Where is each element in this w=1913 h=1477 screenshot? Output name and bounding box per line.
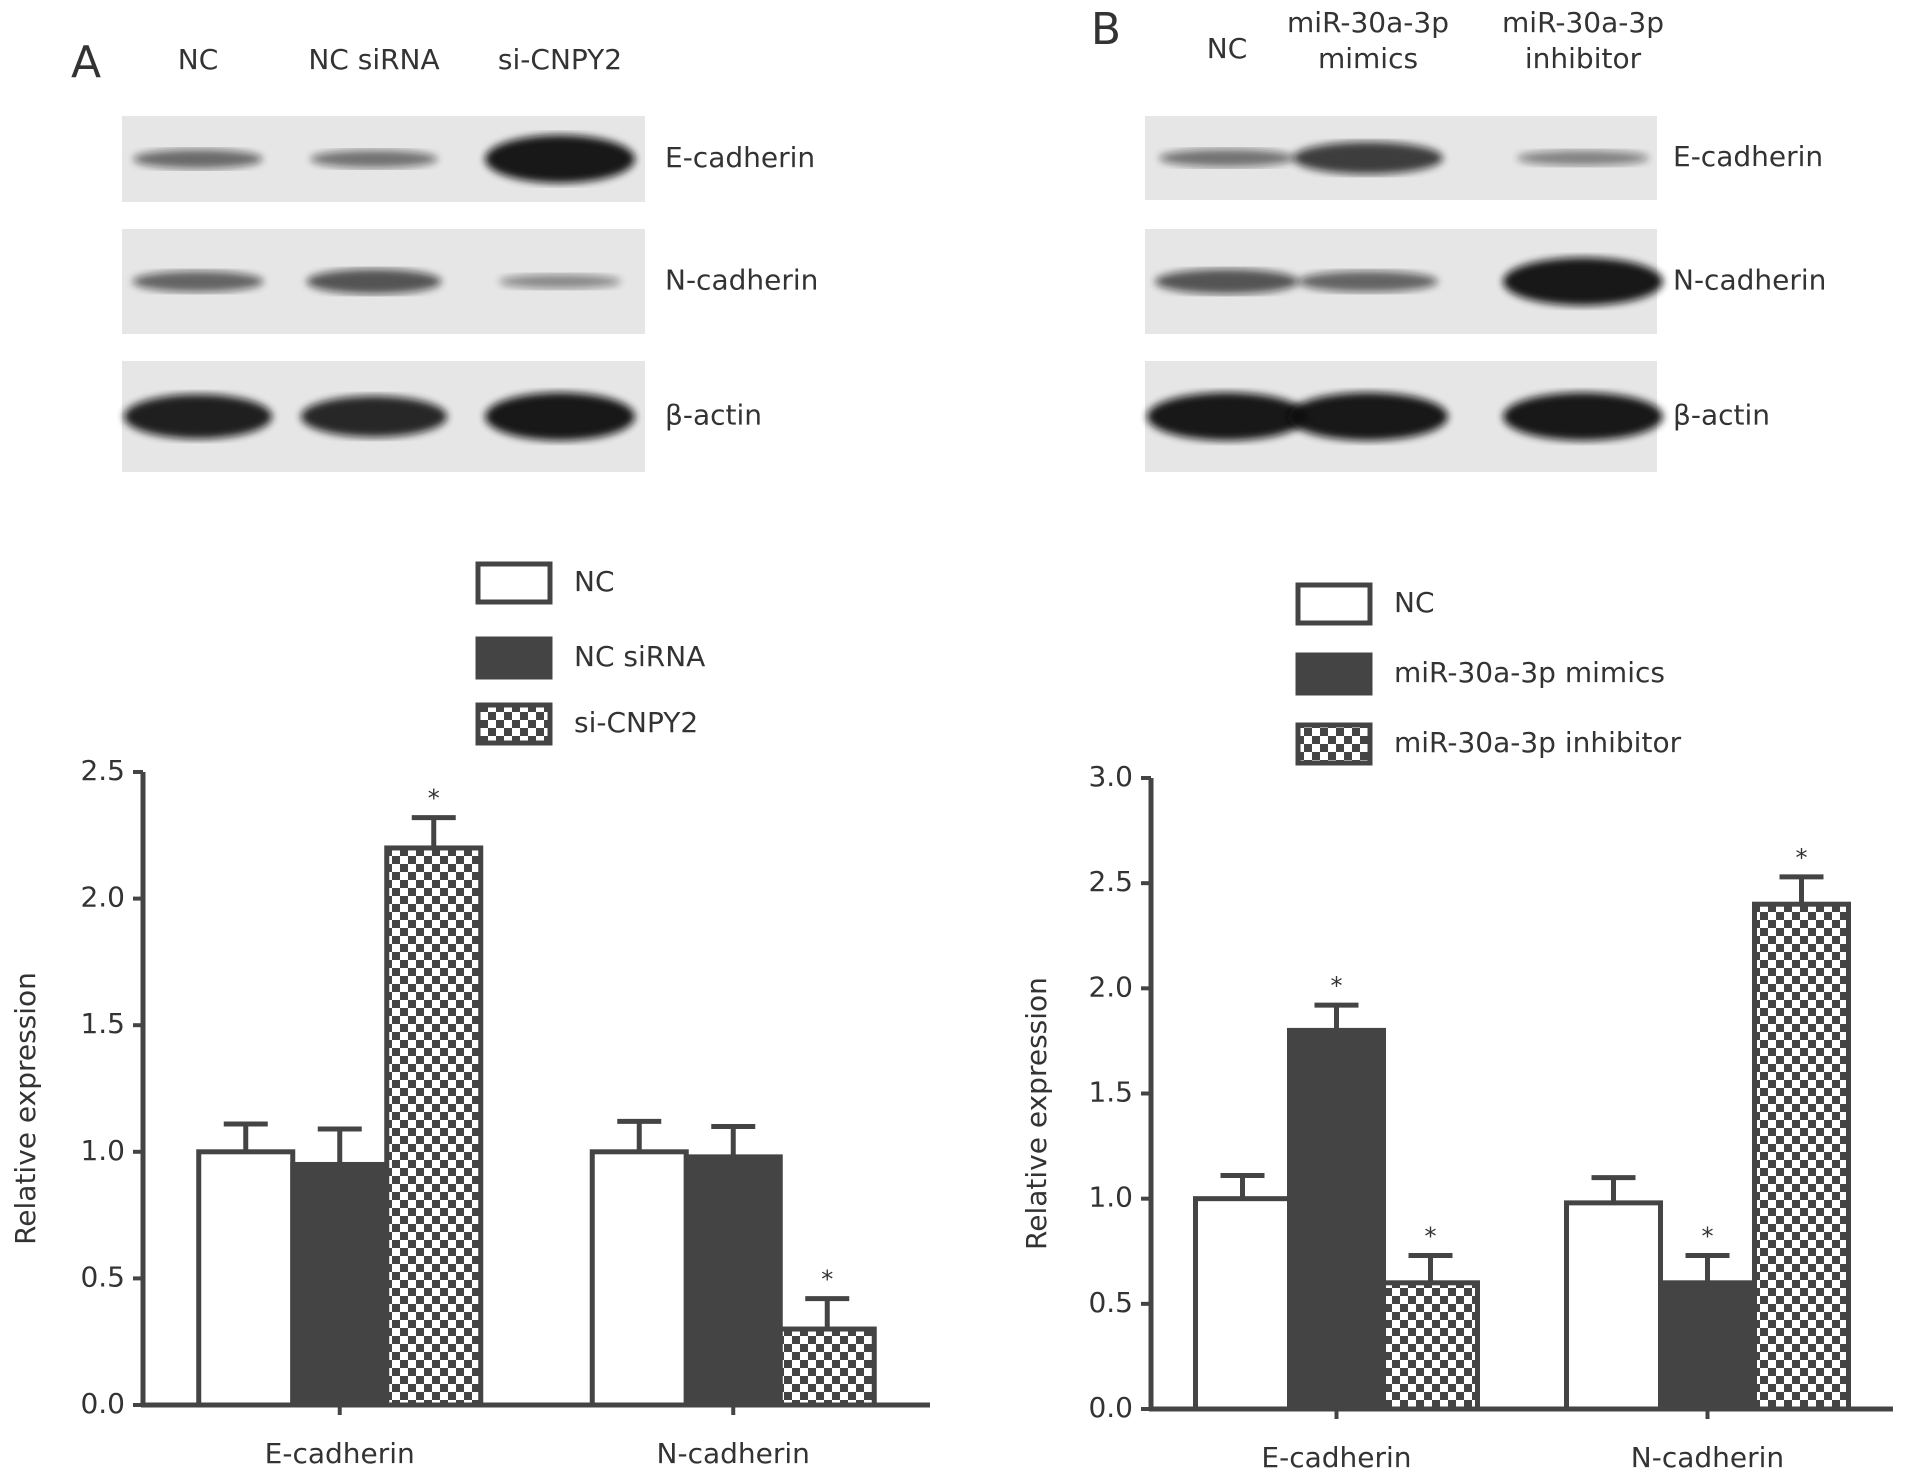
legend-swatch [475, 702, 553, 746]
y-tick-label: 2.0 [1088, 970, 1133, 1003]
blot-band [1155, 269, 1299, 294]
y-tick-label: 1.5 [80, 1007, 125, 1040]
bar [290, 1161, 390, 1408]
significance-mark: * [1425, 1222, 1437, 1250]
protein-label: N-cadherin [665, 264, 818, 297]
bar [196, 1149, 296, 1408]
y-tick-label: 0.5 [1088, 1286, 1133, 1319]
legend-swatch [475, 636, 553, 680]
y-tick-label: 3.0 [1088, 760, 1133, 793]
significance-mark: * [1702, 1222, 1714, 1250]
legend-label: NC [1394, 586, 1435, 619]
blot-band [300, 395, 448, 438]
legend-label: NC [574, 565, 615, 598]
bar [1658, 1280, 1757, 1412]
bar [1287, 1027, 1386, 1412]
lane-label: mimics [1318, 42, 1418, 75]
legend-swatch [1295, 582, 1373, 626]
bar [1752, 901, 1851, 1412]
y-tick-label: 0.0 [1088, 1391, 1133, 1424]
significance-mark: * [821, 1266, 833, 1294]
protein-label: β-actin [665, 399, 762, 432]
y-tick-label: 1.5 [1088, 1076, 1133, 1109]
lane-label: inhibitor [1525, 42, 1642, 75]
y-tick-label: 1.0 [1088, 1181, 1133, 1214]
blot-band [1517, 150, 1649, 166]
lane-label: miR-30a-3p [1287, 6, 1449, 39]
blot-band [306, 269, 442, 294]
y-tick-label: 0.5 [80, 1260, 125, 1293]
significance-mark: * [428, 785, 440, 813]
y-tick-label: 2.5 [80, 754, 125, 787]
x-tick-label: N-cadherin [1631, 1441, 1784, 1474]
protein-label: N-cadherin [1673, 264, 1826, 297]
legend-label: si-CNPY2 [574, 706, 698, 739]
y-tick-label: 2.0 [80, 881, 125, 914]
legend-swatch [475, 561, 553, 605]
legend-label: miR-30a-3p inhibitor [1394, 726, 1682, 759]
legend-swatch [1295, 652, 1373, 696]
blot-band [132, 271, 264, 292]
y-tick-label: 1.0 [80, 1134, 125, 1167]
bar [1381, 1280, 1480, 1412]
lane-label: si-CNPY2 [498, 43, 622, 76]
blot-band [1503, 392, 1663, 441]
protein-label: β-actin [1673, 399, 1770, 432]
bar [683, 1154, 783, 1408]
blot-band [1293, 141, 1443, 175]
blot-band [133, 149, 263, 169]
bar [1193, 1196, 1292, 1412]
blot-band [485, 392, 635, 441]
lane-label: NC [1207, 32, 1248, 65]
x-tick-label: E-cadherin [265, 1437, 415, 1470]
blot-band [1503, 257, 1663, 306]
y-tick-label: 0.0 [80, 1387, 125, 1420]
lane-label: NC [178, 43, 219, 76]
bar [589, 1149, 689, 1408]
bar [384, 845, 484, 1408]
y-tick-label: 2.5 [1088, 865, 1133, 898]
blot-band [310, 150, 438, 168]
blot-band [485, 135, 635, 183]
blot-band [1298, 271, 1438, 292]
blot-band [1288, 392, 1448, 441]
protein-label: E-cadherin [1673, 140, 1823, 173]
y-axis-label: Relative expression [9, 972, 42, 1245]
lane-label: NC siRNA [308, 43, 439, 76]
blot-band [1147, 392, 1307, 441]
y-axis-label: Relative expression [1020, 977, 1053, 1250]
significance-mark: * [1331, 972, 1343, 1000]
lane-label: miR-30a-3p [1502, 6, 1664, 39]
legend-label: NC siRNA [574, 640, 705, 673]
legend-swatch [1295, 722, 1373, 766]
x-tick-label: N-cadherin [657, 1437, 810, 1470]
panel-letter: B [1091, 4, 1121, 55]
bar [777, 1326, 877, 1408]
legend-label: miR-30a-3p mimics [1394, 656, 1665, 689]
panel-letter: A [71, 37, 101, 88]
bar [1564, 1200, 1663, 1412]
blot-band [1159, 149, 1295, 167]
x-tick-label: E-cadherin [1261, 1441, 1411, 1474]
significance-mark: * [1796, 844, 1808, 872]
blot-band [499, 274, 621, 289]
blot-band [123, 394, 273, 439]
protein-label: E-cadherin [665, 141, 815, 174]
